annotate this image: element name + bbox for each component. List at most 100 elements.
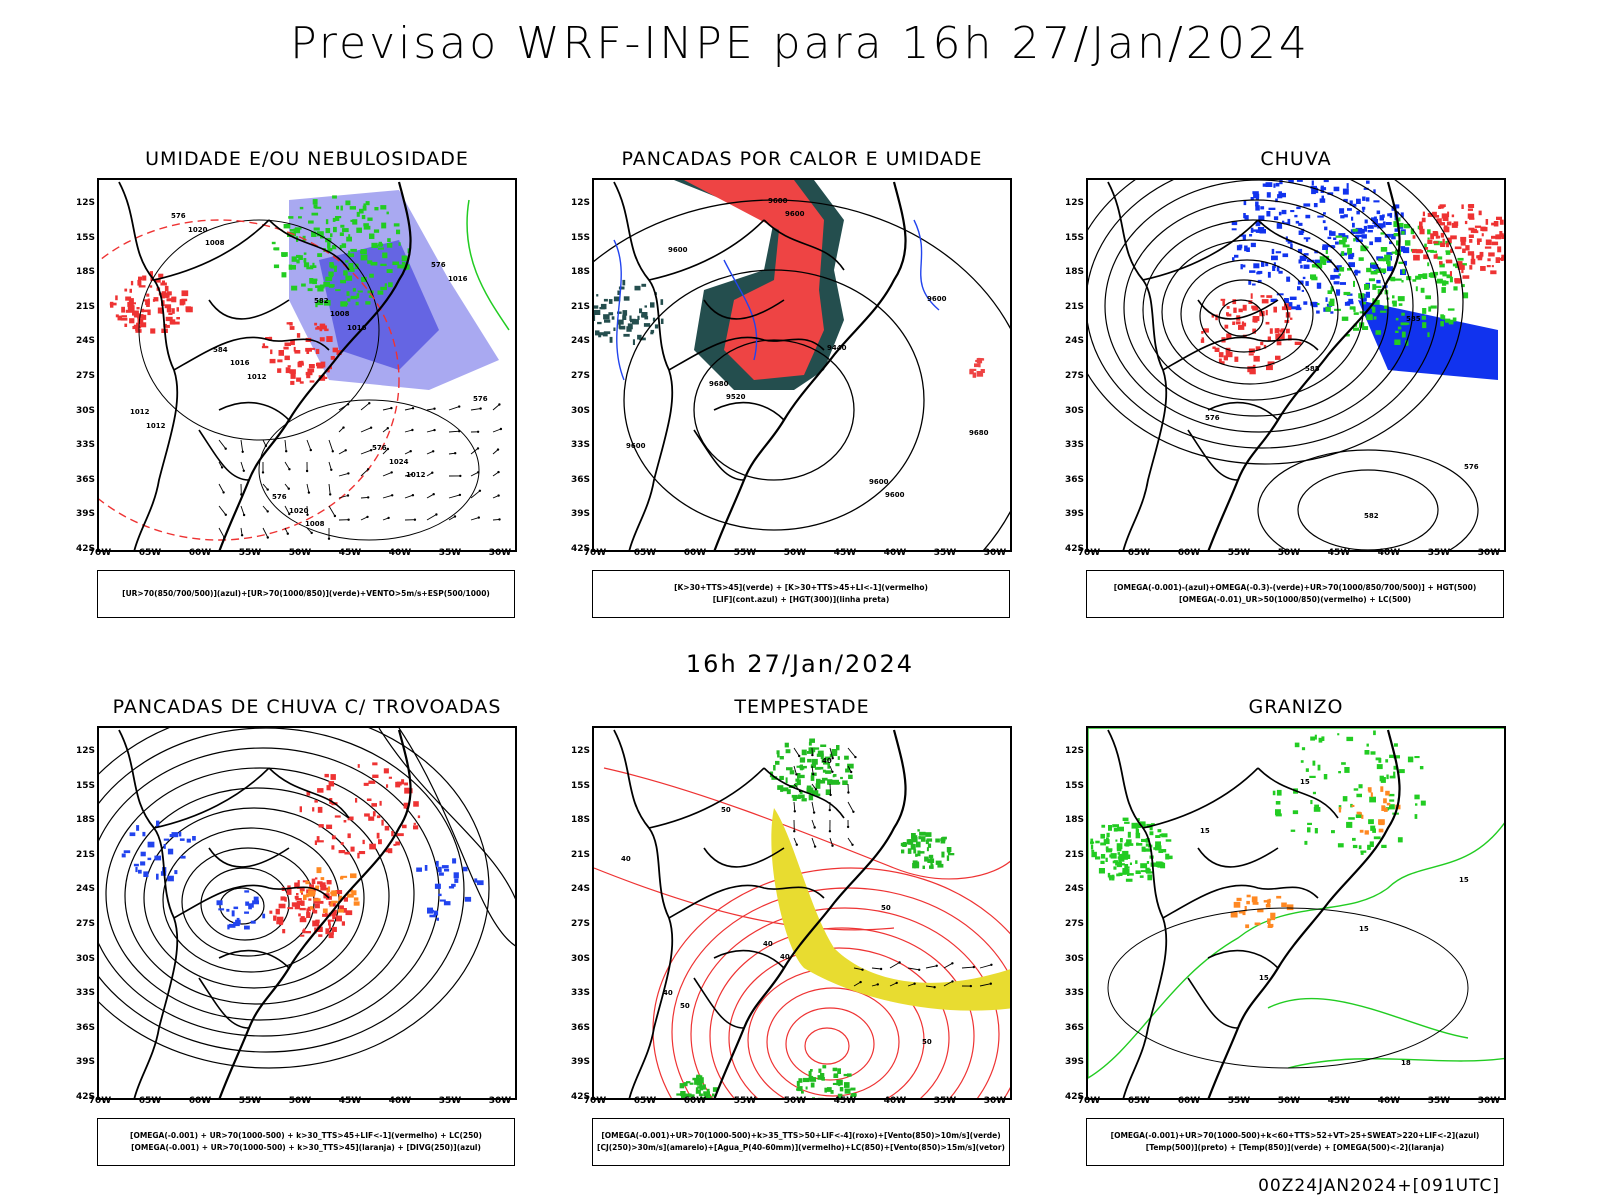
coastline — [1207, 729, 1401, 1098]
legend-chuva: [OMEGA(-0.001)-(azul)+OMEGA(-0.3)-(verde… — [1086, 570, 1504, 618]
contour-label: 585 — [1406, 315, 1421, 323]
andes-border — [1107, 729, 1168, 1098]
lon-label: 55W — [238, 548, 262, 558]
lat-label: 33S — [1064, 988, 1084, 999]
lat-label: 42S — [1064, 1092, 1084, 1102]
contour-label: 1008 — [305, 520, 325, 528]
andes-border — [118, 729, 179, 1098]
main-title: Previsao WRF-INPE para 16h 27/Jan/2024 — [290, 18, 1310, 69]
country-borders — [648, 219, 845, 481]
lon-label: 60W — [683, 548, 707, 558]
lon-label: 70W — [88, 1096, 112, 1106]
isobar-1012 — [138, 219, 380, 441]
contour-label: 576 — [372, 444, 387, 452]
lon-label: 35W — [933, 1096, 957, 1106]
lat-label: 42S — [1064, 544, 1084, 554]
lat-label: 39S — [570, 1057, 590, 1068]
contour-label: 1016 — [230, 359, 250, 367]
temp500-contour — [1107, 907, 1469, 1069]
contour-label: 9440 — [827, 344, 847, 352]
lat-label: 12S — [570, 746, 590, 756]
lat-label: 30S — [570, 405, 590, 416]
omega-band — [1358, 300, 1498, 380]
panel-title-chuva: CHUVA — [1260, 148, 1332, 170]
legend-line: [OMEGA(-0.001) + UR>70(1000-500) + k>30_… — [130, 1131, 482, 1140]
contour-label: 582 — [314, 297, 329, 305]
coastline — [1207, 181, 1401, 550]
contour-label: 15 — [1359, 925, 1369, 933]
country-borders — [1142, 219, 1339, 481]
lon-label: 40W — [883, 548, 907, 558]
andes-border — [613, 729, 674, 1098]
panel-title-pancadas: PANCADAS POR CALOR E UMIDADE — [621, 148, 983, 170]
contour-label: 18 — [1401, 1059, 1411, 1067]
lat-label: 39S — [1064, 1057, 1084, 1068]
lon-label: 55W — [733, 1096, 757, 1106]
temp850-andes — [1090, 817, 1173, 882]
lon-label: 70W — [1077, 548, 1101, 558]
contour-label: 1012 — [247, 373, 267, 381]
lat-label: 15S — [1064, 232, 1084, 243]
contour-label: 576 — [1205, 414, 1220, 422]
lat-label: 33S — [75, 440, 95, 451]
lat-label: 18S — [75, 815, 95, 826]
lat-label: 39S — [1064, 509, 1084, 520]
lon-label: 50W — [288, 548, 312, 558]
lon-label: 60W — [1177, 1096, 1201, 1106]
divg250-blue-east — [416, 858, 484, 921]
andes-border — [613, 181, 674, 550]
lon-label: 35W — [438, 1096, 462, 1106]
contour-label: 40 — [621, 855, 631, 863]
contour-label: 9520 — [726, 393, 746, 401]
valid-time-title: 16h 27/Jan/2024 — [685, 650, 915, 678]
contour-label: 576 — [1464, 463, 1479, 471]
divg250-blue — [121, 820, 196, 882]
lat-label: 24S — [570, 884, 590, 895]
panel-title-umidade: UMIDADE E/OU NEBULOSIDADE — [145, 148, 469, 170]
lon-label: 70W — [583, 1096, 607, 1106]
lat-label: 42S — [570, 544, 590, 554]
lat-label: 27S — [1064, 919, 1084, 929]
lat-label: 12S — [1064, 198, 1084, 208]
country-borders — [153, 219, 350, 481]
contour-label: 1020 — [289, 507, 309, 515]
legend-granizo: [OMEGA(-0.001)+UR>70(1000-500)+k<60+TTS>… — [1086, 1118, 1504, 1166]
lon-label: 60W — [188, 548, 212, 558]
contour-label: 9680 — [969, 429, 989, 437]
hgt300-9680 — [594, 199, 1010, 550]
omega500-orange — [1230, 894, 1294, 929]
lon-label: 45W — [338, 1096, 362, 1106]
thickness-582-red — [261, 322, 342, 385]
wind-vectors — [338, 402, 503, 521]
contour-label: 50 — [721, 806, 731, 814]
contour-label: 40 — [822, 757, 832, 765]
hgt300-9600 — [623, 269, 925, 531]
lat-label: 27S — [1064, 371, 1084, 381]
contour-label: 15 — [1300, 778, 1310, 786]
contour-label: 50 — [680, 1002, 690, 1010]
panel-title-tempestade: TEMPESTADE — [734, 696, 870, 718]
lat-label: 24S — [75, 336, 95, 347]
lon-label: 45W — [833, 548, 857, 558]
lat-label: 12S — [1064, 746, 1084, 756]
contour-label: 9600 — [668, 246, 688, 254]
lat-label: 33S — [75, 988, 95, 999]
lon-label: 35W — [1427, 1096, 1451, 1106]
temp850-north — [1272, 730, 1426, 855]
lon-label: 50W — [783, 548, 807, 558]
contour-label: 1008 — [330, 310, 350, 318]
lat-label: 36S — [1064, 1022, 1084, 1033]
wind850-vectors-east — [853, 961, 993, 989]
lon-label: 30W — [983, 548, 1007, 558]
lon-label: 50W — [783, 1096, 807, 1106]
isobar-1024 — [258, 399, 480, 541]
legend-line: [Temp(500)](preto) + [Temp(850)](verde) … — [1145, 1143, 1445, 1152]
lat-label: 18S — [1064, 267, 1084, 278]
lat-label: 30S — [75, 405, 95, 416]
lat-label: 42S — [570, 1092, 590, 1102]
map-umidade: 1008 1008 1012 1012 1012 1016 1016 1020 1020 1024… — [97, 178, 517, 552]
contour-label: 1012 — [146, 422, 166, 430]
contour-label: 50 — [922, 1038, 932, 1046]
lat-label: 21S — [1064, 301, 1084, 312]
lat-label: 36S — [75, 474, 95, 485]
